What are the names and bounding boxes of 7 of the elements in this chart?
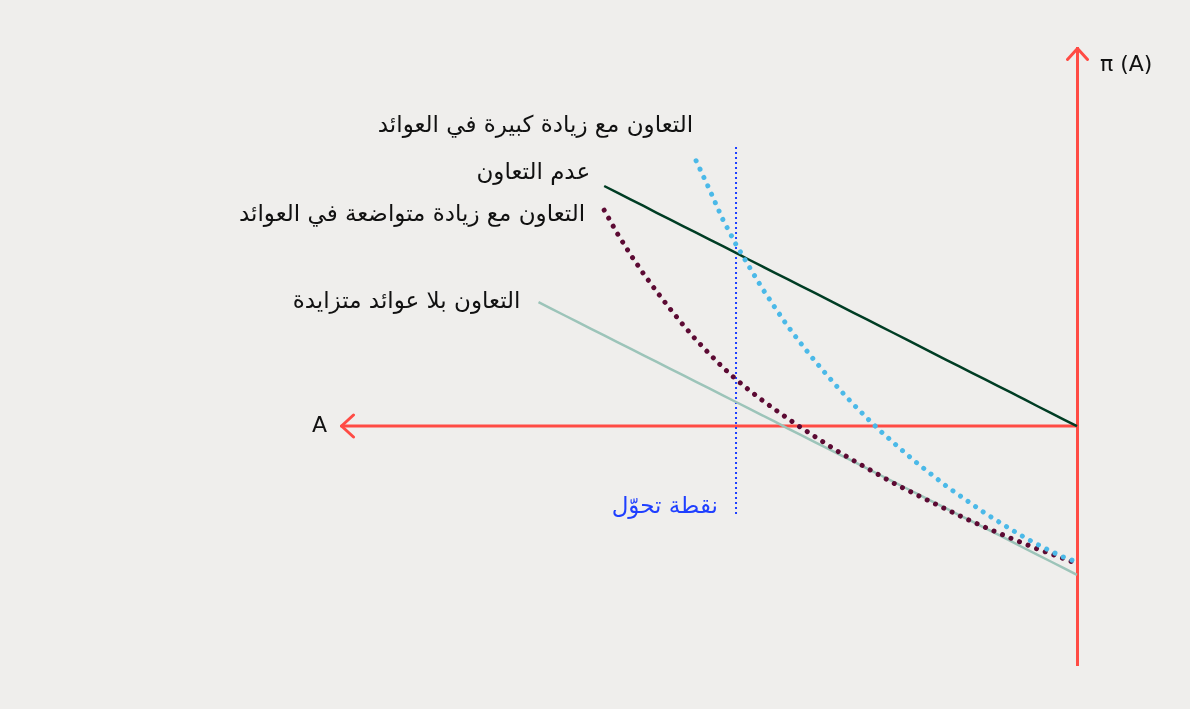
y-axis-title: π (A) bbox=[1100, 50, 1153, 76]
series-label: التعاون مع زيادة متواضعة في العوائد bbox=[238, 200, 586, 228]
series-label: التعاون بلا عوائد متزايدة bbox=[292, 287, 521, 315]
series-label: عدم التعاون bbox=[476, 157, 591, 185]
series-label: التعاون مع زيادة كبيرة في العوائد bbox=[377, 110, 694, 138]
x-axis-title: A bbox=[311, 411, 328, 437]
annotation: نقطة تحوّل bbox=[611, 492, 719, 520]
